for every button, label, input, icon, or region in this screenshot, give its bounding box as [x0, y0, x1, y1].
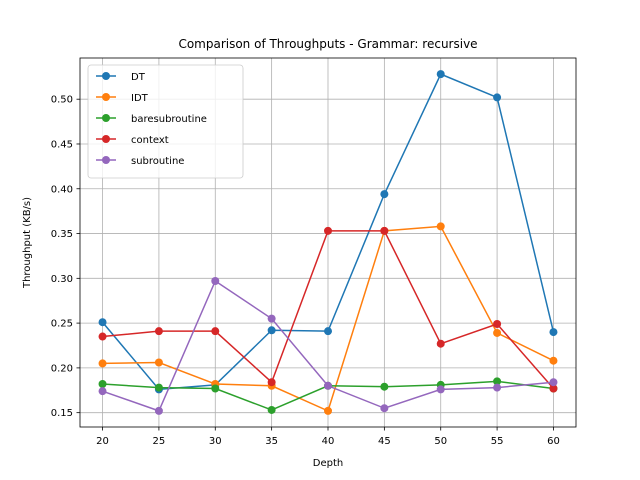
series-layer	[98, 70, 558, 415]
legend-label: baresubroutine	[131, 114, 207, 125]
data-point	[436, 385, 445, 394]
ticks: 20 25 30 35 40 45 50 55 60 0.15 0.20 0.25 0.30 0.35 0.…	[51, 95, 560, 447]
legend-marker	[102, 114, 110, 122]
legend-label: context	[131, 135, 169, 146]
x-tick-label: 35	[265, 436, 278, 447]
data-point	[493, 93, 502, 102]
y-tick-label: 0.50	[51, 95, 73, 106]
legend-marker	[102, 93, 110, 101]
data-point	[98, 387, 107, 396]
legend-box	[87, 64, 244, 179]
data-point	[154, 358, 163, 367]
y-tick-label: 0.45	[51, 139, 73, 150]
legend-label: IDT	[131, 93, 149, 104]
x-tick-label: 55	[491, 436, 504, 447]
legend-marker	[102, 72, 110, 80]
x-tick-label: 60	[547, 436, 560, 447]
data-point	[324, 327, 332, 336]
data-point	[436, 339, 445, 348]
data-point	[380, 226, 389, 235]
data-point	[154, 406, 163, 415]
legend: DT IDT baresubroutine context subroutine	[87, 64, 244, 179]
legend-item: IDT	[96, 93, 149, 104]
legend-label: subroutine	[131, 156, 184, 167]
data-point	[98, 332, 107, 341]
data-point	[549, 378, 558, 387]
x-tick-label: 25	[153, 436, 166, 447]
data-point	[493, 383, 502, 392]
legend-item: DT	[96, 72, 146, 83]
x-tick-label: 45	[378, 436, 391, 447]
x-tick-label: 20	[96, 436, 109, 447]
data-point	[380, 404, 389, 413]
data-point	[324, 406, 332, 415]
data-point	[493, 377, 502, 386]
y-axis-label: Throughput (KB/s)	[22, 197, 33, 289]
x-tick-label: 50	[434, 436, 447, 447]
data-point	[267, 314, 276, 323]
y-tick-label: 0.30	[51, 274, 73, 285]
data-point	[549, 384, 558, 393]
y-tick-label: 0.20	[51, 363, 73, 374]
data-point	[211, 384, 220, 393]
y-tick-label: 0.25	[51, 319, 73, 330]
x-tick-label: 30	[209, 436, 222, 447]
data-point	[98, 318, 107, 327]
data-point	[324, 381, 332, 390]
data-point	[267, 378, 276, 387]
legend-item: baresubroutine	[96, 114, 207, 125]
data-point	[380, 382, 389, 391]
x-tick-label: 40	[322, 436, 335, 447]
legend-label: DT	[131, 72, 146, 83]
data-point	[436, 222, 445, 231]
data-point	[154, 383, 163, 392]
data-point	[267, 326, 276, 335]
chart-title: Comparison of Throughputs - Grammar: rec…	[178, 37, 477, 51]
data-point	[98, 359, 107, 368]
legend-marker	[102, 135, 110, 143]
data-point	[493, 320, 502, 329]
data-point	[549, 356, 558, 365]
legend-marker	[102, 156, 110, 164]
data-point	[324, 226, 332, 235]
series-context	[98, 226, 558, 393]
data-point	[380, 190, 389, 199]
legend-item: subroutine	[96, 156, 184, 167]
legend-item: context	[96, 135, 169, 146]
data-point	[436, 70, 445, 79]
data-point	[98, 380, 107, 389]
y-tick-label: 0.15	[51, 408, 73, 419]
data-point	[493, 328, 502, 337]
data-point	[211, 327, 220, 336]
data-point	[267, 405, 276, 414]
y-tick-label: 0.40	[51, 184, 73, 195]
y-tick-label: 0.35	[51, 229, 73, 240]
data-point	[211, 277, 220, 286]
series-subroutine	[98, 277, 558, 415]
data-point	[154, 327, 163, 336]
x-axis-label: Depth	[313, 458, 343, 469]
data-point	[549, 328, 558, 337]
